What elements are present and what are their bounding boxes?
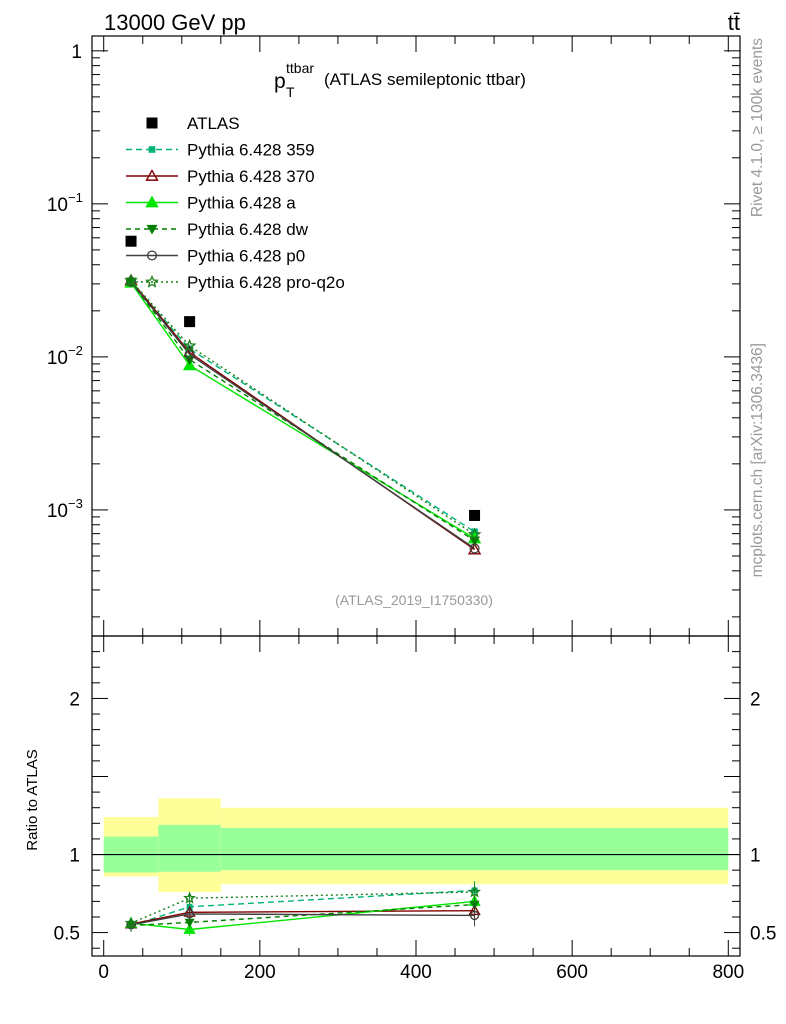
marker-triangle (145, 169, 159, 181)
legend-label-atlas: ATLAS (187, 114, 240, 133)
marker (469, 543, 480, 554)
marker (182, 338, 197, 352)
y-tick-label: 10 (47, 348, 68, 369)
ratio-panel: 0.5 0.5 1 1 2 2 0 200 400 600 800 (54, 635, 776, 983)
x-tick-label: 0 (98, 962, 109, 983)
y-tick-exponent: −2 (68, 343, 83, 358)
title-description: (ATLAS semileptonic ttbar) (324, 70, 526, 89)
legend-label: Pythia 6.428 pro-q2o (187, 273, 345, 292)
marker (125, 235, 137, 247)
y-tick-label: 10 (47, 195, 68, 216)
band-inner (158, 824, 221, 872)
ratio-y-tick-label-right: 2 (750, 689, 761, 710)
marker-circle (184, 909, 195, 919)
y-tick-label: 1 (71, 42, 82, 63)
marker (183, 923, 196, 934)
marker-circle (184, 349, 195, 360)
ratio-series-line (130, 891, 475, 924)
y-tick-exponent: −3 (68, 496, 83, 511)
marker (469, 509, 481, 521)
marker (184, 909, 195, 919)
ratio-y-tick-label-left: 0.5 (54, 924, 80, 945)
marker-square (146, 117, 158, 129)
marker (467, 527, 482, 541)
band-inner (220, 828, 729, 871)
x-tick-label: 400 (400, 962, 432, 983)
marker-star (468, 885, 481, 898)
analysis-label: (ATLAS_2019_I1750330) (335, 592, 493, 608)
ratio-series-line (130, 910, 475, 925)
ratio-y-tick-label-left: 1 (69, 846, 80, 867)
marker-star (182, 338, 197, 352)
x-tick-label: 600 (556, 962, 588, 983)
legend-label: Pythia 6.428 p0 (187, 247, 305, 266)
marker (184, 918, 195, 928)
series-line (130, 281, 475, 550)
marker (146, 250, 158, 261)
marker (145, 169, 159, 181)
marker-triangle (467, 542, 482, 555)
title-subscript: T (286, 84, 295, 100)
marker (145, 195, 159, 208)
marker (146, 117, 158, 129)
series-line (130, 280, 475, 551)
marker-triangle (145, 195, 159, 208)
legend-label: Pythia 6.428 359 (187, 141, 315, 160)
marker-star (467, 527, 482, 541)
marker-triangle-down (184, 918, 195, 928)
marker-square (125, 235, 137, 247)
ratio-y-tick-label-left: 2 (69, 689, 80, 710)
marker-star (124, 916, 138, 929)
x-tick-label: 200 (244, 962, 276, 983)
marker (148, 146, 156, 153)
legend: ATLAS Pythia 6.428 359 Pythia 6.428 370 Pyt… (126, 114, 345, 292)
title-superscript: ttbar (286, 60, 314, 76)
y-tick-exponent: −1 (68, 190, 83, 205)
mcplots-reference-label: mcplots.cern.ch [arXiv:1306.3436] (749, 343, 766, 577)
plot-title: p T ttbar (ATLAS semileptonic ttbar) (274, 60, 526, 100)
marker (146, 224, 158, 235)
marker-star (183, 891, 196, 904)
series-line (130, 281, 475, 542)
marker-triangle-down (146, 224, 158, 235)
marker-circle (469, 910, 480, 921)
marker (183, 891, 196, 904)
ratio-y-tick-label-right: 0.5 (750, 924, 776, 945)
marker (184, 349, 195, 360)
marker-circle (146, 250, 158, 261)
ratio-y-axis-label: Ratio to ATLAS (24, 749, 41, 850)
marker-square (184, 316, 196, 328)
y-tick-label: 10 (47, 501, 68, 522)
ratio-y-tick-label-right: 1 (750, 846, 761, 867)
marker-star (145, 274, 159, 288)
legend-label: Pythia 6.428 dw (187, 220, 309, 239)
marker-square (469, 509, 481, 521)
marker (145, 274, 159, 288)
title-symbol: p (274, 70, 286, 93)
header-energy-label: 13000 GeV pp (104, 10, 246, 35)
marker-star (124, 273, 138, 287)
marker (124, 916, 138, 929)
series-line (130, 281, 475, 533)
legend-label: Pythia 6.428 a (187, 194, 296, 213)
rivet-version-label: Rivet 4.1.0, ≥ 100k events (749, 38, 766, 217)
series-line (130, 280, 475, 536)
marker (124, 273, 138, 287)
marker-triangle (183, 923, 196, 934)
marker (467, 542, 482, 555)
series-line (130, 282, 475, 540)
marker (184, 316, 196, 328)
legend-label: Pythia 6.428 370 (187, 167, 315, 186)
x-tick-label: 800 (712, 962, 744, 983)
header-process-label: tt̄ (728, 10, 740, 35)
marker (468, 885, 481, 898)
marker-square (148, 146, 156, 153)
marker-circle (469, 543, 480, 554)
marker (469, 910, 480, 921)
